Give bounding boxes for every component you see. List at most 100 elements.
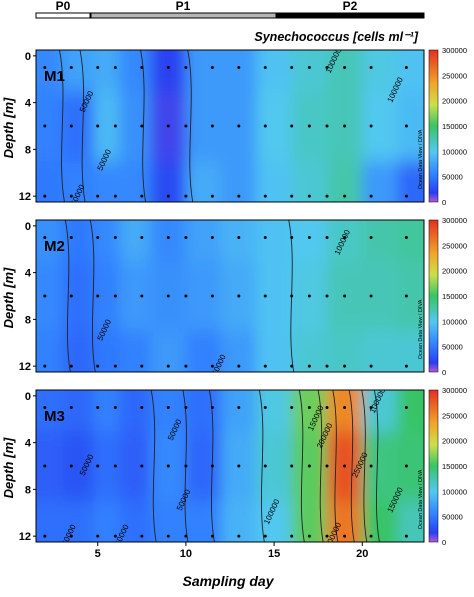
y-tick-label: 4 — [25, 98, 32, 110]
sample-point — [184, 236, 188, 240]
sample-point — [290, 364, 294, 368]
sample-point — [404, 464, 408, 468]
sample-point — [140, 66, 144, 70]
sample-point — [290, 194, 294, 198]
y-tick-label: 12 — [19, 531, 31, 543]
sample-point — [325, 534, 329, 538]
colorbar — [428, 49, 439, 203]
y-tick-label: 12 — [19, 191, 31, 203]
field-cell — [362, 260, 399, 332]
sample-point — [140, 194, 144, 198]
y-axis-label-m2: Depth [m] — [1, 267, 16, 328]
sample-point — [290, 124, 294, 128]
sample-point — [43, 294, 47, 298]
colorbar — [428, 389, 439, 543]
sample-point — [237, 534, 241, 538]
field-cell — [119, 501, 152, 542]
field-cell — [327, 50, 363, 92]
field-cell — [221, 50, 257, 92]
field-cell — [150, 220, 187, 262]
y-axis-label-m3: Depth [m] — [1, 437, 16, 498]
field-cell — [119, 161, 152, 202]
phase-label-p0: P0 — [56, 0, 71, 13]
y-tick-label: 0 — [25, 221, 31, 233]
phase-label-p1: P1 — [176, 0, 191, 13]
sample-point — [343, 124, 347, 128]
field-cell — [362, 501, 399, 542]
sample-point — [325, 294, 329, 298]
sample-point — [166, 194, 170, 198]
sample-point — [404, 194, 408, 198]
field-cell — [93, 50, 121, 92]
field-cell — [185, 430, 222, 502]
sample-point — [369, 124, 373, 128]
y-tick-label: 8 — [25, 484, 31, 496]
field-cell — [150, 331, 187, 372]
field-cell — [62, 90, 94, 162]
contour-line — [361, 390, 368, 542]
field-cell — [185, 331, 222, 372]
sample-point — [96, 464, 100, 468]
field-cell — [362, 90, 399, 162]
colorbar-tick-label: 200000 — [442, 97, 467, 106]
sample-point — [69, 124, 73, 128]
colorbar-tick-label: 0 — [442, 368, 446, 377]
colorbar-tick-label: 300000 — [442, 46, 467, 55]
sample-point — [96, 236, 100, 240]
sample-point — [69, 406, 73, 410]
sample-point — [113, 66, 117, 70]
field-cell — [397, 331, 424, 372]
field-cell — [256, 331, 293, 372]
sample-point — [166, 464, 170, 468]
field-cell — [150, 50, 187, 92]
field-cell — [36, 430, 63, 502]
contour-line — [79, 50, 86, 202]
colorbar-tick-label: 250000 — [442, 241, 467, 250]
field-cell — [36, 260, 63, 332]
sample-point — [307, 294, 311, 298]
field-cell — [221, 161, 257, 202]
sample-point — [237, 66, 241, 70]
sample-point — [404, 294, 408, 298]
sample-point — [325, 464, 329, 468]
watermark: Ocean Data View / DIVA — [418, 469, 424, 529]
field-cell — [256, 390, 293, 432]
sample-point — [113, 194, 117, 198]
field-cell — [150, 390, 187, 432]
sample-point — [69, 464, 73, 468]
y-tick-label: 4 — [25, 268, 32, 280]
field-cell — [256, 220, 293, 262]
sample-point — [290, 236, 294, 240]
field-cell — [36, 501, 63, 542]
sample-point — [69, 364, 73, 368]
field-cell — [327, 161, 363, 202]
phase-bar-p0 — [35, 12, 91, 19]
sample-point — [210, 66, 214, 70]
sample-point — [369, 66, 373, 70]
field-cell — [185, 390, 222, 432]
sample-point — [237, 236, 241, 240]
sample-point — [369, 534, 373, 538]
colorbar-tick-label: 100000 — [442, 147, 467, 156]
colorbar-tick-label: 150000 — [442, 462, 467, 471]
sample-point — [113, 364, 117, 368]
sample-point — [404, 364, 408, 368]
sample-point — [210, 194, 214, 198]
sample-point — [96, 124, 100, 128]
colorbar-tick-label: 250000 — [442, 71, 467, 80]
sample-point — [290, 534, 294, 538]
sample-point — [140, 406, 144, 410]
y-tick-label: 0 — [25, 391, 31, 403]
sample-point — [263, 124, 267, 128]
field-cell — [256, 90, 293, 162]
field-cell — [221, 501, 257, 542]
sample-point — [237, 194, 241, 198]
sample-point — [237, 464, 241, 468]
sample-point — [325, 124, 329, 128]
field-cell — [119, 260, 152, 332]
colorbar-tick-label: 200000 — [442, 437, 467, 446]
field-cell — [36, 331, 63, 372]
panel-name: M2 — [44, 238, 65, 255]
